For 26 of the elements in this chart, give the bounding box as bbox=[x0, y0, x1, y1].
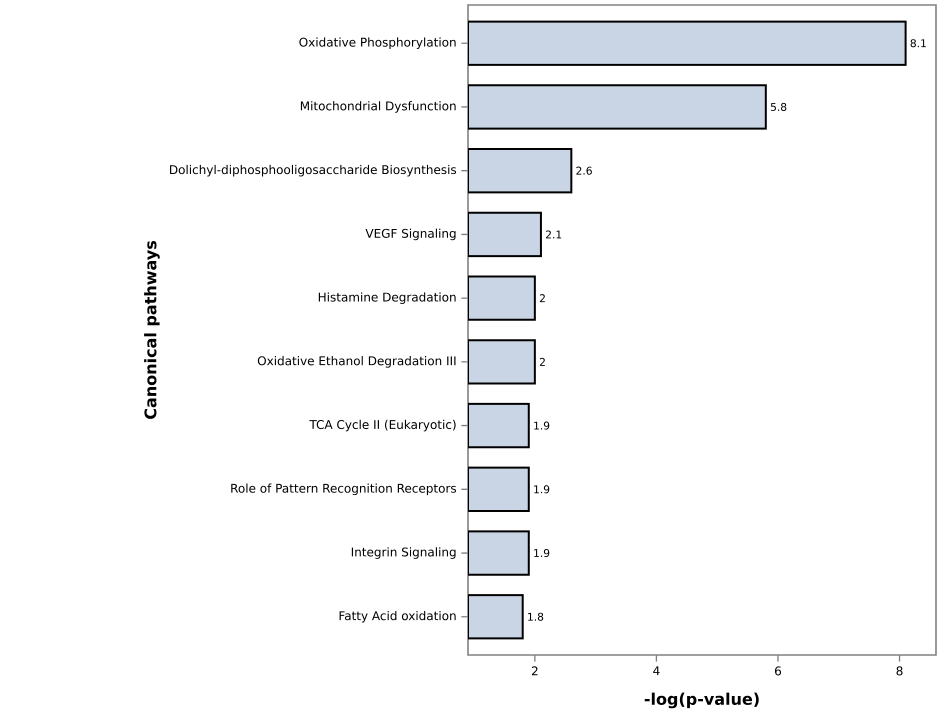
y-tick-label: Histamine Degradation bbox=[318, 292, 456, 304]
data-label: 2 bbox=[540, 358, 545, 366]
data-label: 2 bbox=[540, 294, 545, 302]
data-label: 2.6 bbox=[576, 166, 592, 175]
x-tick-label: 4 bbox=[653, 666, 660, 676]
x-tick-label: 8 bbox=[896, 666, 903, 676]
data-label: 1.9 bbox=[534, 549, 550, 558]
data-label: 1.9 bbox=[534, 485, 550, 494]
y-tick-label: Fatty Acid oxidation bbox=[340, 611, 456, 623]
y-tick-label: Role of Pattern Recognition Receptors bbox=[231, 484, 456, 496]
y-tick-label: Dolichyl-diphosphooligosaccharide Biosynthesis bbox=[170, 165, 456, 177]
y-tick-label: Mitochondrial Dysfunction bbox=[300, 101, 456, 113]
x-axis-title: -log(p-value) bbox=[644, 692, 759, 708]
data-label: 2.1 bbox=[546, 230, 562, 239]
data-label: 1.8 bbox=[528, 612, 544, 621]
y-tick-label: VEGF Signaling bbox=[365, 228, 456, 240]
data-label: 1.9 bbox=[534, 422, 550, 430]
data-label: 5.8 bbox=[770, 103, 786, 112]
x-tick-label: 6 bbox=[774, 666, 782, 676]
x-tick-label: 2 bbox=[532, 666, 538, 676]
y-axis-title: Canonical pathways bbox=[144, 241, 160, 420]
y-tick-label: TCA Cycle II (Eukaryotic) bbox=[309, 420, 456, 432]
y-tick-label: Oxidative Phosphorylation bbox=[299, 38, 456, 50]
data-label: 8.1 bbox=[910, 39, 926, 48]
y-tick-label: Oxidative Ethanol Degradation III bbox=[258, 356, 456, 368]
y-tick-label: Integrin Signaling bbox=[352, 547, 456, 560]
